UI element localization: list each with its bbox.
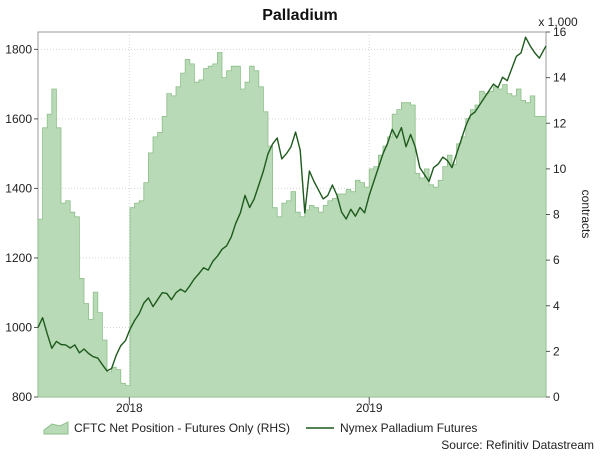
right-axis-multiplier: x 1,000 [538, 15, 578, 29]
axes-layer: 800 1000 1200 1400 1600 1800 0 2 4 6 8 10 12 14 16 2018… [5, 25, 566, 415]
right-tick-label: 12 [553, 116, 567, 130]
right-tick-label: 16 [553, 25, 567, 39]
right-tick-label: 4 [553, 299, 560, 313]
right-tick-label: 6 [553, 253, 560, 267]
nymex-palladium-line [37, 36, 547, 372]
legend-label-cftc: CFTC Net Position - Futures Only (RHS) [74, 421, 290, 435]
legend-item-cftc: CFTC Net Position - Futures Only (RHS) [43, 421, 290, 435]
left-tick-label: 800 [12, 390, 32, 404]
source-note: Source: Refinitiv Datastream [441, 438, 594, 452]
legend: CFTC Net Position - Futures Only (RHS) N… [43, 421, 477, 435]
chart-title: Palladium [262, 7, 338, 24]
nymex-line-layer [37, 36, 547, 372]
cftc-net-position-area [37, 52, 547, 398]
left-tick-label: 1600 [5, 112, 32, 126]
legend-item-nymex: Nymex Palladium Futures [306, 421, 477, 435]
right-axis-label: contracts [579, 190, 593, 239]
right-tick-label: 2 [553, 344, 560, 358]
right-tick-label: 10 [553, 162, 567, 176]
legend-swatch-cftc [43, 421, 69, 435]
left-tick-label: 1800 [5, 42, 32, 56]
left-tick-label: 1400 [5, 181, 32, 195]
right-tick-label: 8 [553, 208, 560, 222]
left-tick-label: 1000 [5, 320, 32, 334]
right-tick-label: 14 [553, 71, 567, 85]
right-tick-label: 0 [553, 390, 560, 404]
x-tick-label: 2019 [356, 401, 383, 415]
left-tick-label: 1200 [5, 251, 32, 265]
cftc-area-layer [37, 52, 547, 398]
legend-label-nymex: Nymex Palladium Futures [340, 421, 477, 435]
x-tick-label: 2018 [116, 401, 143, 415]
